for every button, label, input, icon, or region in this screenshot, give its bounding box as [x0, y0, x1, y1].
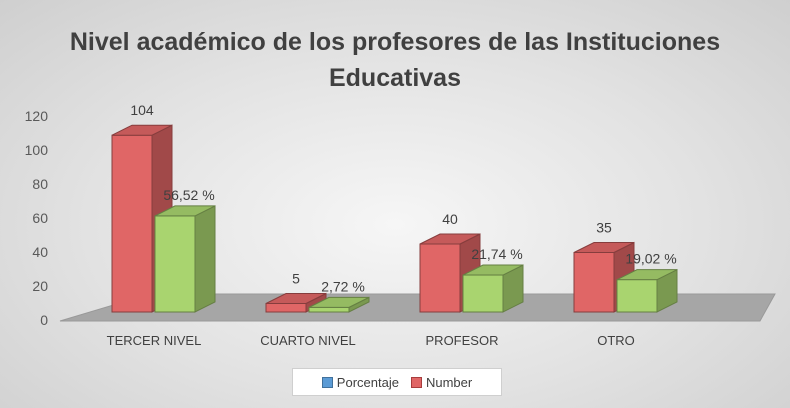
bar-porcentaje-front [154, 215, 196, 313]
data-label-number: 5 [292, 271, 300, 287]
bar-number-top [265, 293, 327, 304]
y-tick-label: 80 [32, 176, 48, 192]
y-tick-label: 60 [32, 210, 48, 226]
legend-label-porcentaje: Porcentaje [336, 374, 399, 390]
y-tick-label: 40 [32, 244, 48, 260]
legend-swatch-number [410, 376, 422, 388]
bar-number-front [419, 243, 461, 313]
data-label-number: 40 [442, 211, 458, 227]
y-tick-label: 0 [40, 312, 48, 328]
y-tick-label: 100 [25, 142, 49, 158]
legend-item-number: Number [410, 374, 473, 390]
chart-title: Nivel académico de los profesores de las… [0, 24, 790, 96]
data-label-porcentaje: 21,74 % [471, 246, 522, 262]
bar-number-front [265, 303, 307, 313]
legend-swatch-porcentaje [321, 376, 333, 388]
bar-number-top [111, 124, 173, 136]
x-category-label: TERCER NIVEL [107, 333, 202, 348]
bar-porcentaje-top [462, 264, 524, 276]
x-category-label: CUARTO NIVEL [260, 333, 356, 348]
bar-porcentaje-side [194, 205, 216, 313]
bar-porcentaje-top [616, 269, 678, 281]
data-label-number: 35 [596, 220, 612, 236]
data-label-porcentaje: 2,72 % [321, 278, 365, 294]
x-category-label: OTRO [597, 333, 635, 348]
bar-porcentaje-front [616, 279, 658, 313]
bar-porcentaje-front [308, 306, 350, 313]
bar-number-front [573, 252, 615, 313]
bar-number-top [419, 233, 481, 245]
data-label-porcentaje: 56,52 % [163, 187, 214, 203]
chart-legend: Porcentaje Number [292, 368, 502, 396]
bar-number-top [573, 242, 635, 253]
bar-number-front [111, 134, 153, 313]
legend-item-porcentaje: Porcentaje [321, 374, 399, 390]
y-tick-label: 120 [25, 108, 49, 124]
bar-porcentaje-front [462, 274, 504, 313]
data-label-porcentaje: 19,02 % [625, 251, 676, 267]
y-tick-label: 20 [32, 278, 48, 294]
chart-title-line-2: Educativas [328, 64, 461, 92]
x-category-label: PROFESOR [426, 333, 499, 348]
bar-porcentaje-top [154, 205, 216, 217]
bar-porcentaje-top [308, 296, 370, 308]
data-label-number: 104 [130, 102, 154, 118]
chart-title-line-1: Nivel académico de los profesores de las… [69, 28, 721, 56]
legend-label-number: Number [425, 374, 473, 390]
